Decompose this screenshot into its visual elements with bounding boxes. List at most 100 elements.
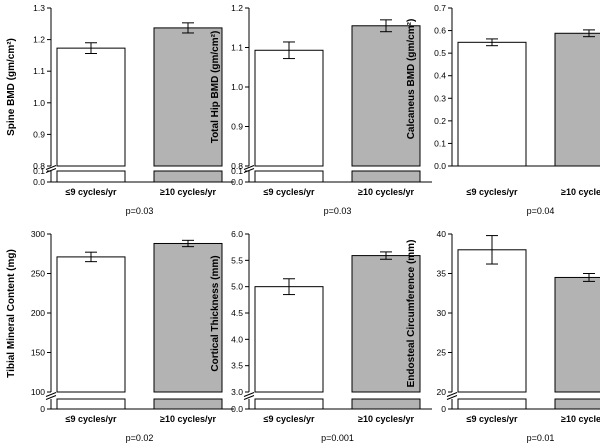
axis-break-mark-lower (243, 395, 255, 400)
y-tick-label: 25 (437, 348, 447, 358)
axis-break-mark-upper (243, 392, 255, 397)
y-tick-label: 0.8 (33, 161, 45, 171)
y-tick-label: 300 (31, 229, 45, 239)
y-tick-label: 5.0 (231, 282, 243, 292)
axis-break-gap (45, 393, 57, 398)
y-tick-label: 4.0 (231, 334, 243, 344)
bar-2-base (351, 398, 421, 410)
axis-break-gap (243, 166, 255, 171)
p-value-label: p=0.01 (527, 433, 555, 443)
p-value-label: p=0.03 (126, 206, 154, 216)
y-tick-label: 1.3 (33, 3, 45, 13)
bar-1 (56, 47, 126, 167)
y-tick-label: 0.2 (434, 116, 446, 126)
y-tick-label: 6.0 (231, 229, 243, 239)
chart-panel-5: 0.0 6.0 5.5 5.0 4.5 4.0 3.5 3.0 ≤9 cycles/yr ≥10 … (210, 229, 432, 443)
y-tick-label: 1.2 (231, 3, 243, 13)
p-value-label: p=0.04 (527, 206, 555, 216)
axis-break-gap (45, 166, 57, 171)
y-tick-label: 100 (31, 387, 45, 397)
y-tick-label: 200 (31, 308, 45, 318)
y-tick-label: 0.0 (434, 161, 446, 171)
y-axis-title: Spine BMD (gm/cm²) (6, 38, 17, 136)
y-tick-label: 4.5 (231, 308, 243, 318)
y-tick-label: 0.1 (434, 138, 446, 148)
x-category-label: ≥10 cycles/yr (561, 187, 600, 197)
y-tick-label: 40 (437, 229, 447, 239)
y-tick-label-break: 0 (40, 404, 45, 414)
axis-break-mark-upper (446, 392, 458, 397)
axis-break-mark-lower (45, 395, 57, 400)
axis-break-mark-upper (45, 392, 57, 397)
y-tick-label: 5.5 (231, 255, 243, 265)
bar-2-base (153, 398, 223, 410)
y-tick-label-break: 0.0 (231, 177, 243, 187)
y-tick-label: 0.9 (33, 129, 45, 139)
y-axis-title: Cortical Thickness (mm) (210, 255, 221, 371)
x-category-label: ≥10 cycles/yr (358, 414, 414, 424)
x-category-label: ≥10 cycles/yr (160, 187, 216, 197)
y-tick-label: 1.1 (33, 66, 45, 76)
axis-break-gap (243, 393, 255, 398)
x-category-label: ≤9 cycles/yr (264, 187, 315, 197)
y-tick-label: 1.0 (231, 82, 243, 92)
y-tick-label-break: 0.1 (231, 166, 243, 176)
y-tick-label: 250 (31, 269, 45, 279)
y-tick-label: 3.5 (231, 361, 243, 371)
x-category-label: ≤9 cycles/yr (467, 187, 518, 197)
x-category-label: ≤9 cycles/yr (66, 187, 117, 197)
bar-1-base (56, 398, 126, 410)
y-tick-label-break: 0 (441, 404, 446, 414)
x-category-label: ≥10 cycles/yr (561, 414, 600, 424)
y-tick-label-break: 0.1 (33, 166, 45, 176)
y-tick-label: 1.1 (231, 43, 243, 53)
chart-panel-4: 0 300 250 200 150 100 ≤9 cycles/yr ≥10 cycles/y… (6, 229, 234, 443)
bar-1-base (254, 170, 324, 183)
y-tick-label: 150 (31, 348, 45, 358)
x-category-label: ≥10 cycles/yr (160, 414, 216, 424)
bar-2 (554, 276, 600, 393)
y-tick-label: 0.8 (231, 161, 243, 171)
y-tick-label: 35 (437, 269, 447, 279)
bar-1 (254, 49, 324, 167)
bar-1-base (457, 398, 527, 410)
bar-2 (351, 25, 421, 167)
y-tick-label: 0.5 (434, 48, 446, 58)
chart-panel-6: 0 40 35 30 25 20 ≤9 cycles/yr ≥10 cycles/yr p=0.… (406, 229, 600, 443)
y-axis-title: Tibial Mineral Content (mg) (6, 249, 17, 378)
chart-panel-3: 0.7 0.6 0.5 0.4 0.3 0.2 0.1 0.0 ≤9 cycles/yr ≥10 … (406, 3, 600, 216)
y-tick-label: 0.4 (434, 71, 446, 81)
chart-panel-1: 0.10.0 1.3 1.2 1.1 1.0 0.9 0.8 ≤9 cycles/yr ≥10 … (6, 3, 234, 216)
bar-2-base (153, 170, 223, 183)
y-axis-title: Total Hip BMD (gm/cm²) (210, 31, 221, 144)
y-tick-label: 0.9 (231, 122, 243, 132)
bar-1 (457, 249, 527, 393)
bar-2 (153, 27, 223, 167)
y-tick-label: 3.0 (231, 387, 243, 397)
x-category-label: ≤9 cycles/yr (66, 414, 117, 424)
bar-1-base (254, 398, 324, 410)
p-value-label: p=0.02 (126, 433, 154, 443)
y-tick-label: 20 (437, 387, 447, 397)
bar-2 (153, 242, 223, 393)
y-axis-title: Calcaneus BMD (gm/cm²) (406, 19, 417, 140)
x-category-label: ≤9 cycles/yr (467, 414, 518, 424)
y-tick-label-break: 0.0 (231, 404, 243, 414)
y-axis-title: Endosteal Circumference (mm) (406, 240, 417, 388)
bar-2 (351, 255, 421, 393)
axis-break-gap (446, 393, 458, 398)
y-tick-label: 30 (437, 308, 447, 318)
y-tick-label-break: 0.0 (33, 177, 45, 187)
y-tick-label: 0.7 (434, 3, 446, 13)
bar-1 (254, 286, 324, 393)
axis-break-mark-lower (446, 395, 458, 400)
bar-1-base (56, 170, 126, 183)
x-category-label: ≤9 cycles/yr (264, 414, 315, 424)
p-value-label: p=0.03 (324, 206, 352, 216)
bar-2-base (554, 398, 600, 410)
x-category-label: ≥10 cycles/yr (358, 187, 414, 197)
bar-2-base (351, 170, 421, 183)
y-tick-label: 1.0 (33, 98, 45, 108)
bar-1 (56, 256, 126, 393)
